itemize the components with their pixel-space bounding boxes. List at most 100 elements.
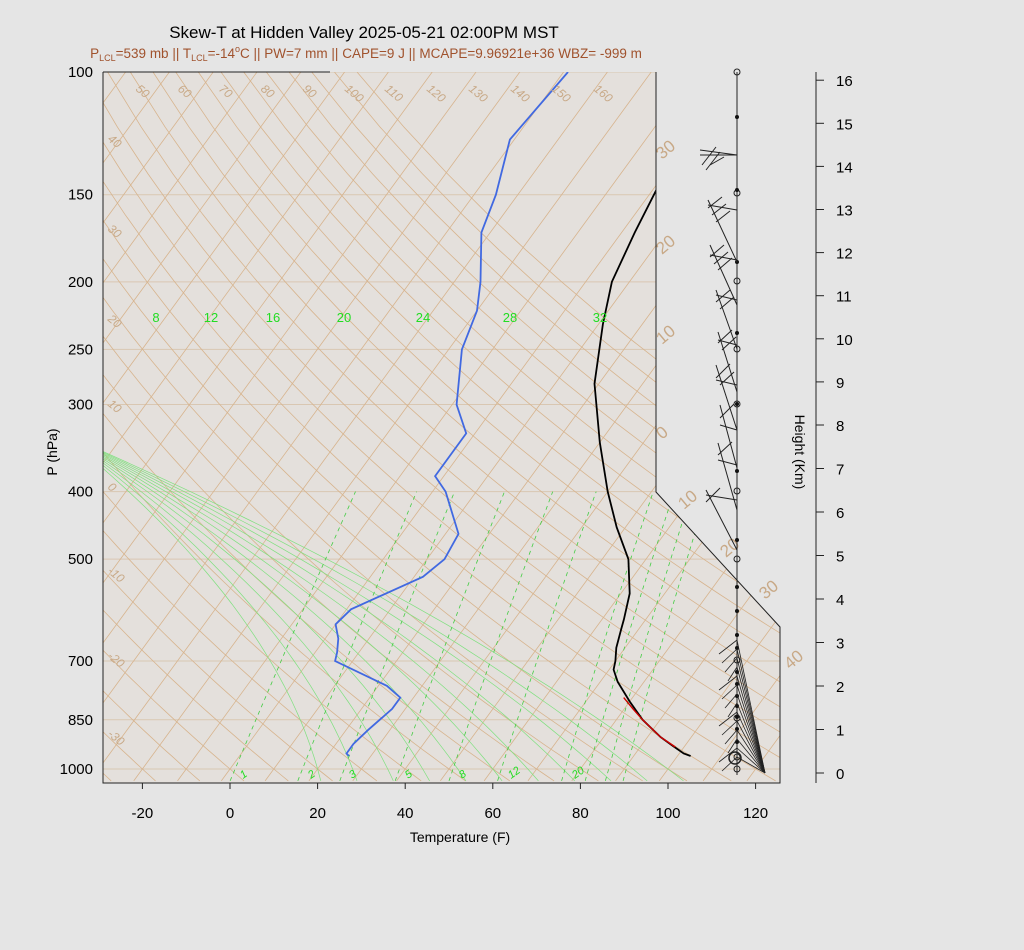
dry-adiabat (152, 72, 780, 782)
isotherm (103, 72, 620, 782)
wind-barb-feather (701, 146, 717, 166)
wind-level-dot (735, 682, 739, 686)
wind-barb-feather (709, 156, 725, 166)
mixing-ratio-top-label: 20 (337, 310, 351, 325)
chart-subtitle: PLCL=539 mb || TLCL=-14oC || PW=7 mm || … (90, 44, 642, 63)
dry-adiabat (220, 72, 780, 782)
wind-barb-feather (719, 296, 735, 310)
wind-barb (719, 424, 738, 431)
wind-barb (707, 204, 738, 211)
dry-adiabat (103, 72, 422, 782)
isotherm (103, 72, 401, 782)
height-axis-title: Height (Km) (792, 415, 808, 490)
wind-barb-feather (719, 371, 735, 386)
wind-barb-feather (717, 329, 733, 344)
isotherm (835, 56, 1024, 780)
plot-area (103, 72, 780, 783)
mixing-ratio-top-label: 28 (503, 310, 517, 325)
wind-barb-low-feather (718, 639, 738, 655)
wind-level-dot (735, 715, 739, 719)
height-tick-label: 4 (836, 592, 844, 609)
wind-barb-low-feather (721, 684, 738, 700)
wind-barb-feather (707, 196, 723, 209)
dry-adiabat (103, 72, 732, 782)
calm-circle (728, 751, 742, 765)
wind-level-dot (735, 331, 739, 335)
isotherm (177, 72, 707, 782)
chart-title: Skew-T at Hidden Valley 2025-05-21 02:00… (169, 23, 559, 42)
wind-barb-low (736, 729, 766, 774)
dry-adiabat (103, 72, 555, 782)
height-tick-label: 8 (836, 418, 844, 435)
isotherm (103, 72, 576, 782)
wind-barb-low (736, 756, 766, 774)
wind-barb-low-feather (724, 657, 738, 673)
mixing-ratio-top-label: 32 (593, 310, 607, 325)
isotherm (966, 56, 1024, 780)
wind-barb-feather (713, 251, 729, 265)
isotherm (922, 56, 1024, 780)
mixing-ratio-top-label: 16 (266, 310, 280, 325)
isotherm (615, 72, 780, 782)
mixing-ratio-line (561, 491, 654, 782)
height-tick-label: 11 (836, 289, 852, 306)
wind-barb-low (736, 675, 766, 774)
wind-barb-low (736, 702, 766, 774)
dry-adiabat (103, 72, 643, 782)
wind-barb-feather (711, 203, 727, 216)
wind-level-marker (733, 656, 741, 664)
wind-barb-low (736, 684, 766, 774)
dry-adiabat (103, 72, 201, 782)
wind-barb-feather (717, 441, 733, 456)
moist-adiabat (103, 310, 612, 782)
isotherm (878, 56, 1024, 780)
wind-barb (715, 294, 738, 301)
isotherm (133, 72, 663, 782)
wind-barb-feather (705, 487, 721, 503)
isotherm (103, 72, 444, 782)
wind-barb-low-feather (718, 747, 738, 763)
wind-barb-feather (721, 336, 737, 351)
pressure-tick-label: 700 (68, 653, 93, 670)
moist-adiabat (103, 310, 394, 782)
mixing-ratio-top-label: 12 (204, 310, 218, 325)
wind-barb (699, 149, 738, 156)
dry-adiabat (129, 72, 780, 782)
mixing-ratio-line (229, 491, 356, 782)
wind-barb-feather (705, 151, 721, 171)
x-axis-title: Temperature (F) (410, 829, 510, 845)
isotherm-right-label: 30 (755, 576, 782, 603)
height-tick-label: 16 (836, 73, 853, 90)
isotherm (0, 56, 93, 780)
x-tick-label: 100 (655, 805, 680, 822)
y-axis-title: P (hPa) (44, 428, 60, 475)
height-tick-label: 15 (836, 116, 853, 133)
moist-adiabat (103, 310, 430, 782)
wind-level-marker (733, 555, 741, 563)
dry-adiabat (103, 72, 776, 782)
isotherm (103, 72, 532, 782)
x-tick-label: 20 (309, 805, 326, 822)
isotherm (352, 72, 780, 782)
wind-barb-low (736, 666, 766, 774)
dry-adiabat (103, 72, 289, 782)
height-tick-label: 2 (836, 679, 844, 696)
wind-barb-feather (715, 363, 731, 379)
height-tick-label: 5 (836, 549, 844, 566)
dry-adiabat (243, 72, 780, 782)
wind-level-dot (735, 469, 739, 473)
wind-level-dot (735, 538, 739, 542)
moist-adiabat (103, 310, 648, 782)
moist-adiabat (103, 310, 358, 782)
mixing-ratio-line (605, 491, 693, 782)
wind-barb-low (736, 693, 766, 774)
wind-barb-low (736, 738, 766, 774)
dry-adiabat (103, 72, 511, 782)
dry-adiabat (0, 72, 67, 781)
dry-adiabat (103, 72, 112, 782)
wind-barb-low-feather (727, 666, 738, 682)
height-tick-label: 6 (836, 505, 844, 522)
mixing-ratio-line (584, 491, 675, 782)
x-tick-label: 80 (572, 805, 589, 822)
